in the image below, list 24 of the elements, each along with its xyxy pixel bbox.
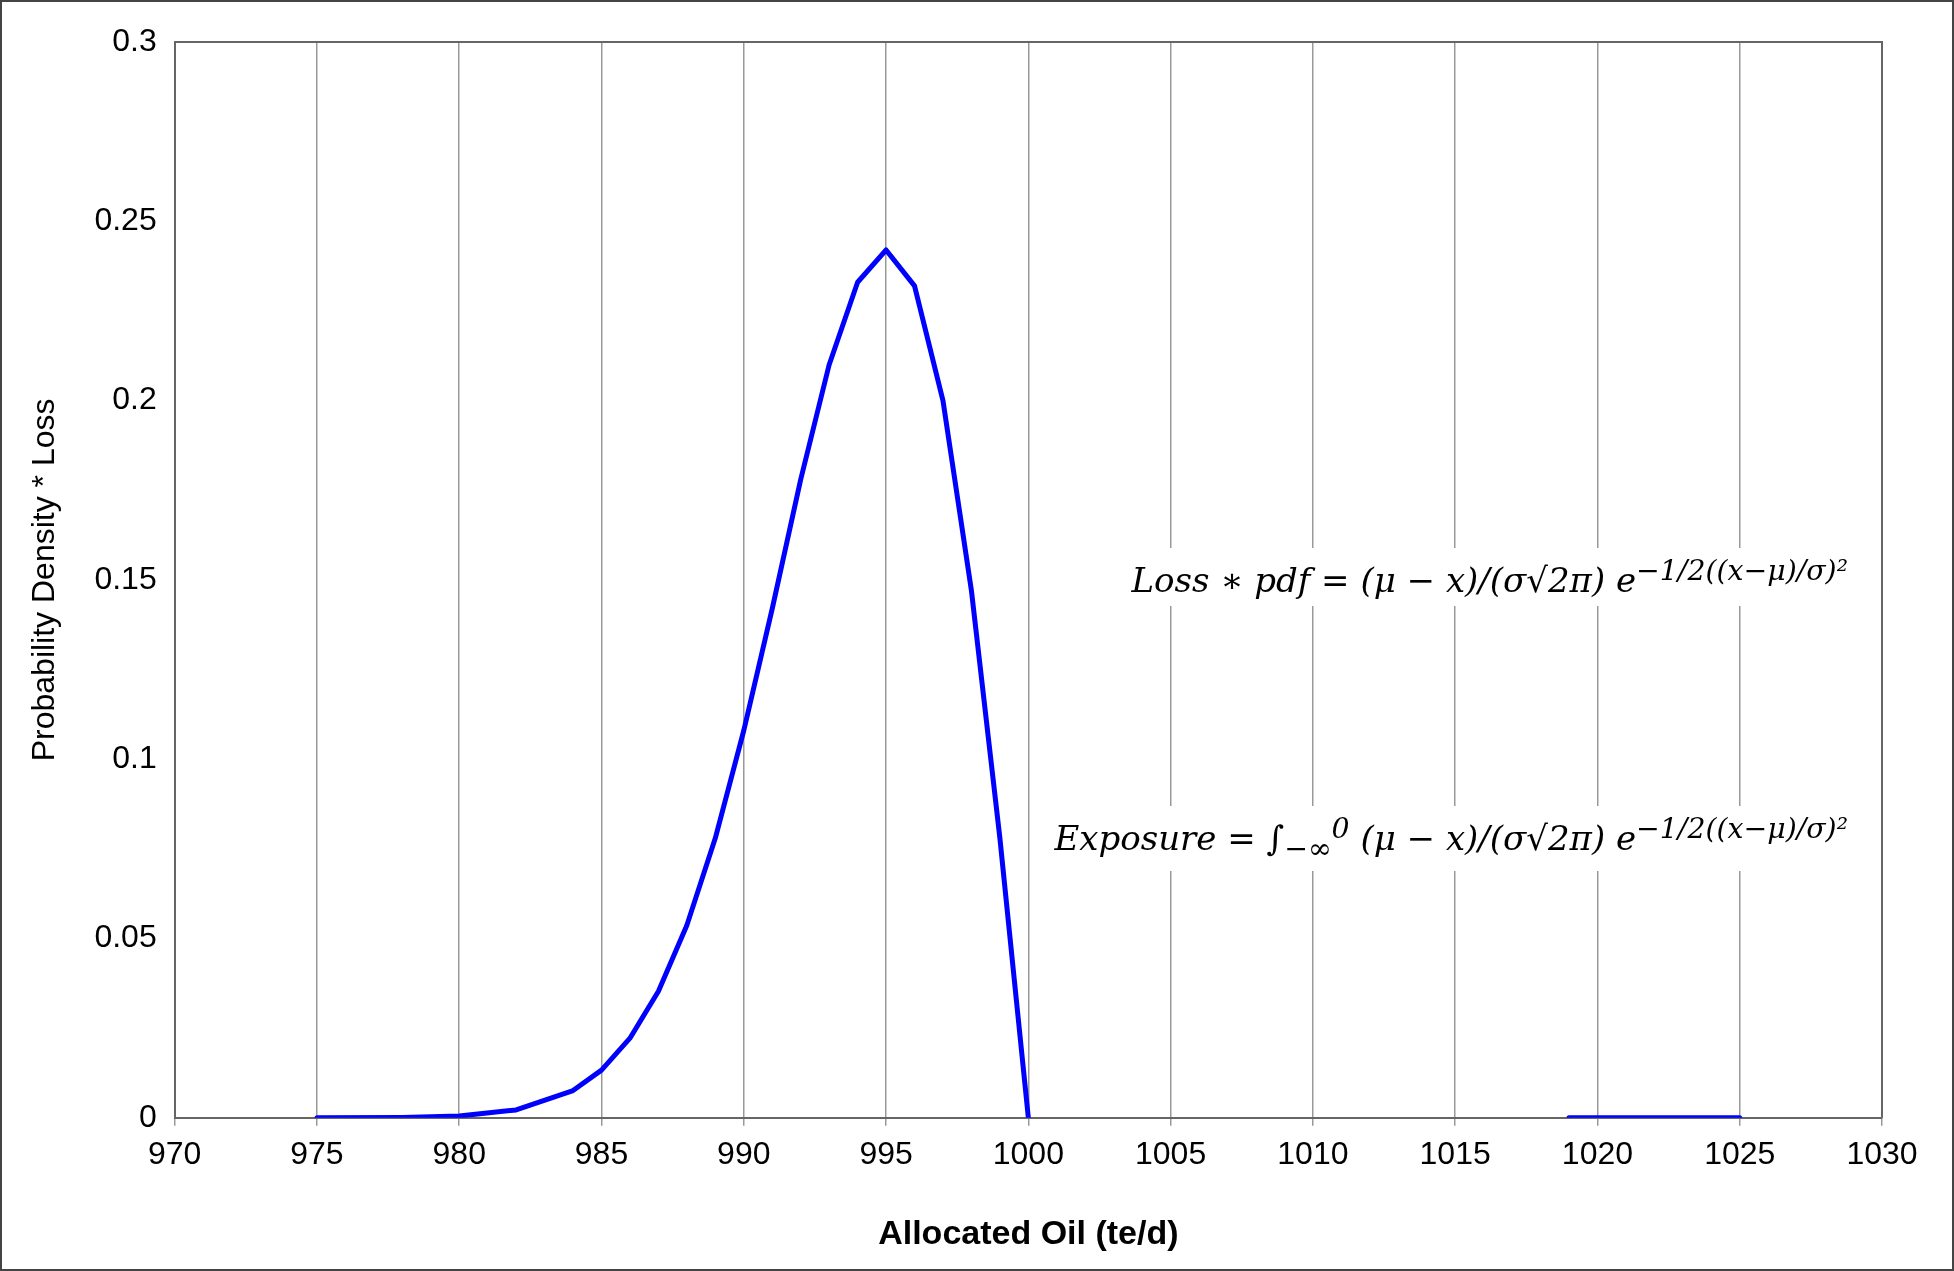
x-tick-label: 1010 xyxy=(1277,1134,1349,1171)
y-tick-label: 0.25 xyxy=(94,201,157,238)
y-tick-label: 0.2 xyxy=(112,380,157,417)
y-tick-label: 0.3 xyxy=(112,21,157,58)
x-tick-label: 970 xyxy=(147,1134,202,1171)
annotation: Exposure = ∫$_{−∞}$$^{0}$ (μ − x)/(σ√2π) e$^{−1/2((x−μ)/σ)²}$ xyxy=(1044,805,1858,871)
annotation: Loss ∗ pdf = (μ − x)/(σ√2π) e$^{−1/2((x−μ)/σ)²}$ xyxy=(1121,547,1858,606)
x-tick-label: 1005 xyxy=(1135,1134,1207,1171)
x-tick-label: 980 xyxy=(432,1134,486,1171)
x-tick-label: 995 xyxy=(859,1134,913,1171)
y-tick-label: 0.05 xyxy=(94,918,157,955)
y-tick-label: 0.15 xyxy=(94,559,157,596)
x-axis-title: Allocated Oil (te/d) xyxy=(878,1212,1179,1251)
x-tick-label: 975 xyxy=(290,1134,344,1171)
x-tick-label: 1020 xyxy=(1561,1134,1634,1171)
x-tick-label: 1000 xyxy=(992,1134,1064,1171)
x-tick-label: 990 xyxy=(717,1134,771,1171)
x-tick-label: 1025 xyxy=(1704,1134,1776,1171)
y-axis-title: Probability Density * Loss xyxy=(25,398,62,762)
x-tick-label: 1030 xyxy=(1846,1134,1918,1171)
x-tick-label: 1015 xyxy=(1419,1134,1491,1171)
x-tick-label: 985 xyxy=(574,1134,629,1171)
y-tick-label: 0.1 xyxy=(112,739,157,776)
y-tick-label: 0 xyxy=(138,1097,157,1134)
